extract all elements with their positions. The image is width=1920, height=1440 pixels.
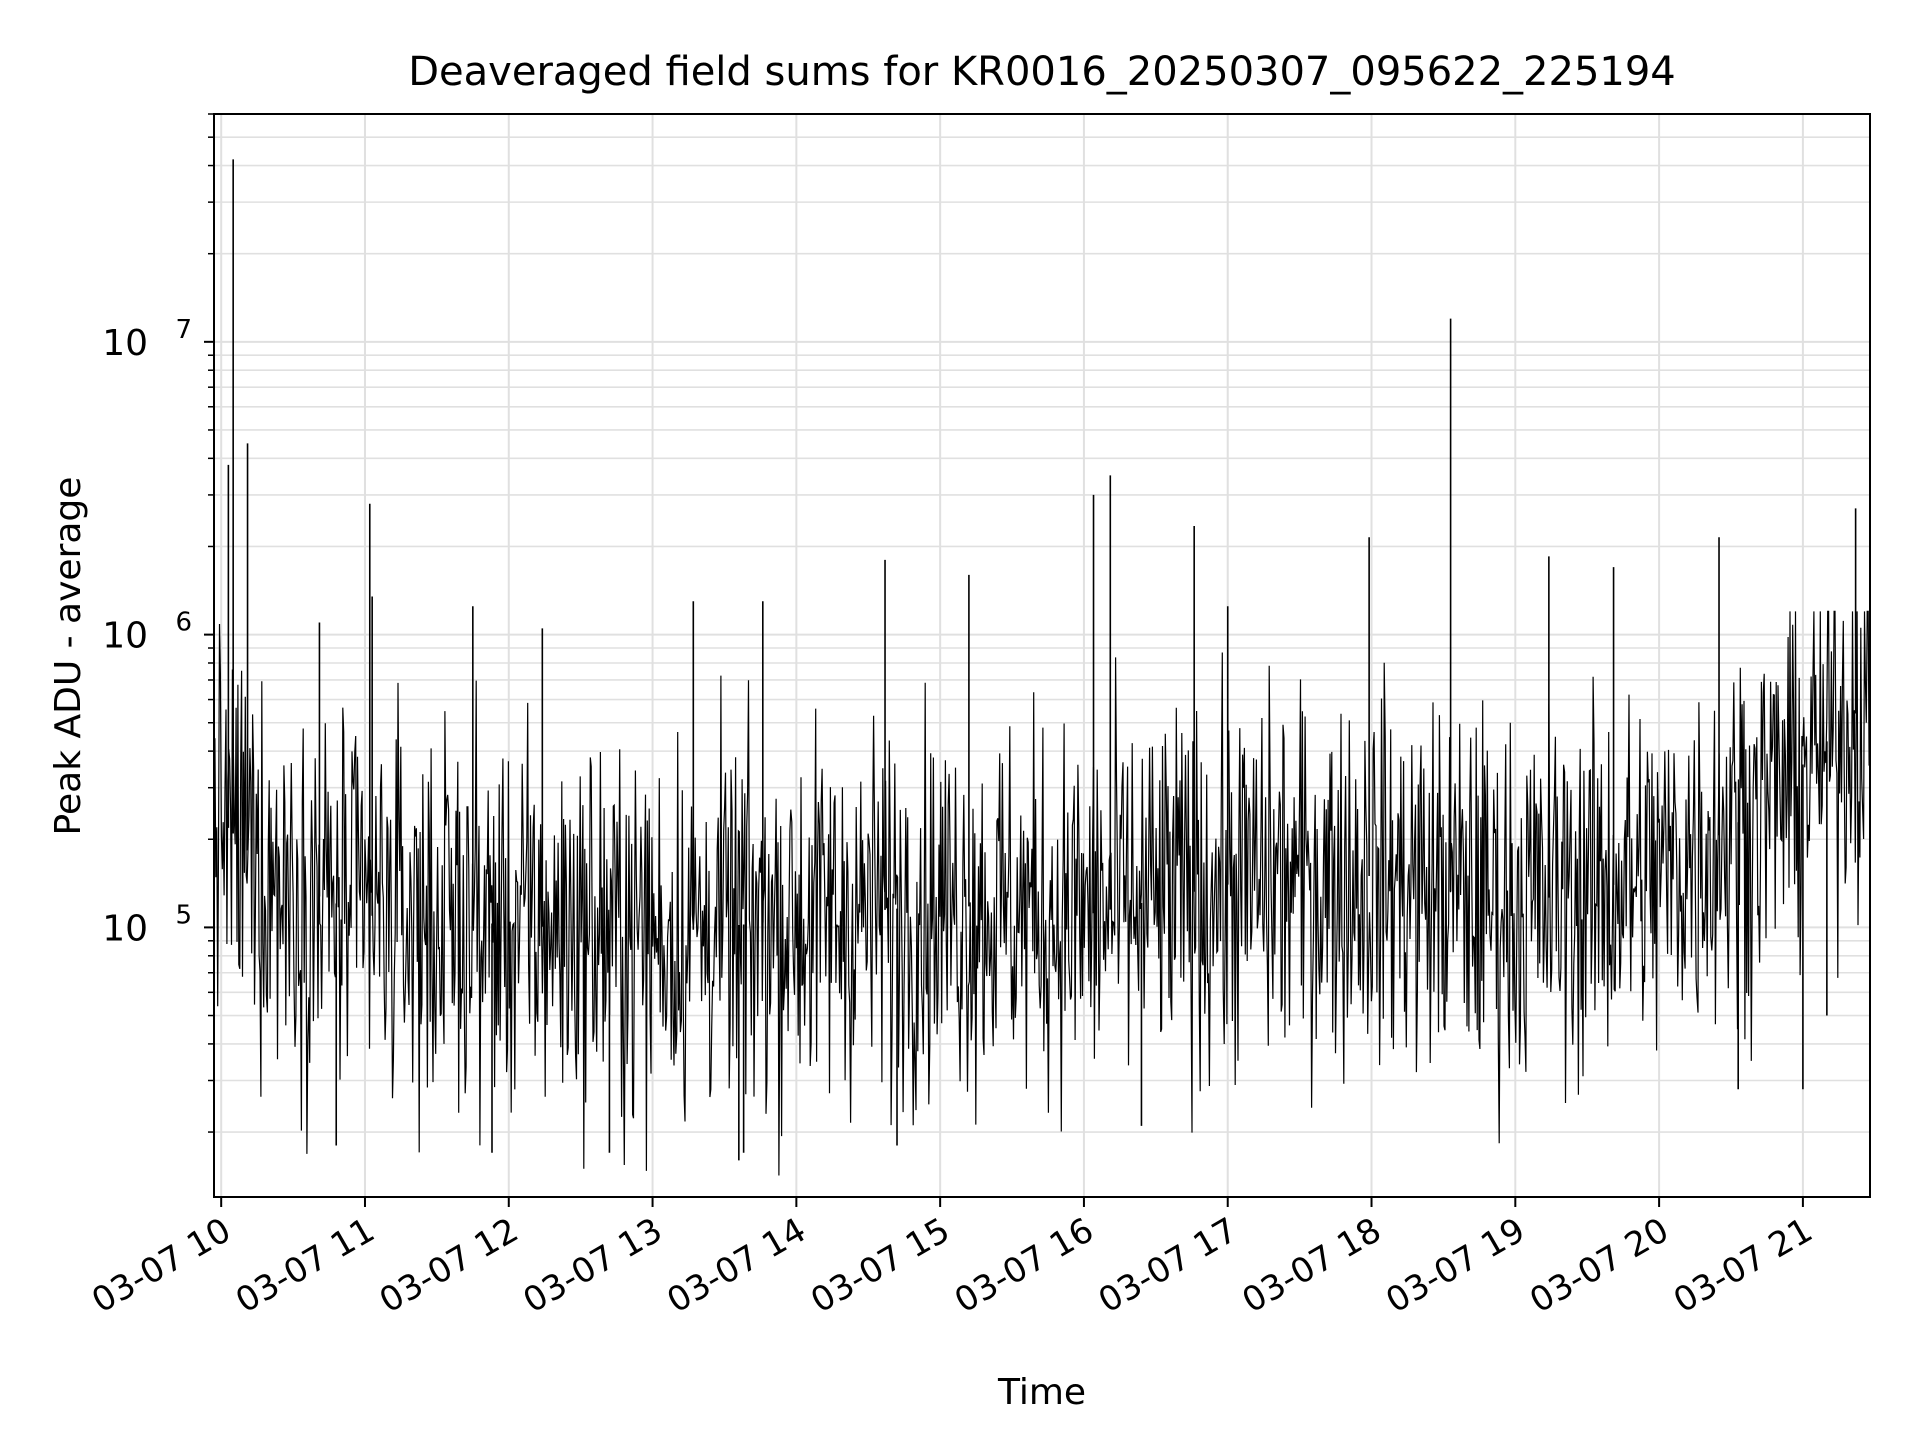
y-axis-label: Peak ADU - average [48,477,89,836]
series-line [213,610,1871,1176]
spike-lines [227,159,1857,1161]
y-tick-label: 10 [102,908,148,949]
y-axis-ticks: 10 5 10 6 10 7 [102,113,214,1133]
x-axis-label: Time [997,1372,1086,1413]
y-tick-exponent: 7 [175,315,192,345]
y-tick-label: 10 [102,323,148,364]
plot-frame [213,113,1871,1198]
chart-title: Deaveraged field sums for KR0016_2025030… [408,49,1676,95]
y-tick-label: 10 [102,616,148,657]
y-tick-exponent: 5 [175,900,192,930]
y-tick-exponent: 6 [175,608,192,638]
